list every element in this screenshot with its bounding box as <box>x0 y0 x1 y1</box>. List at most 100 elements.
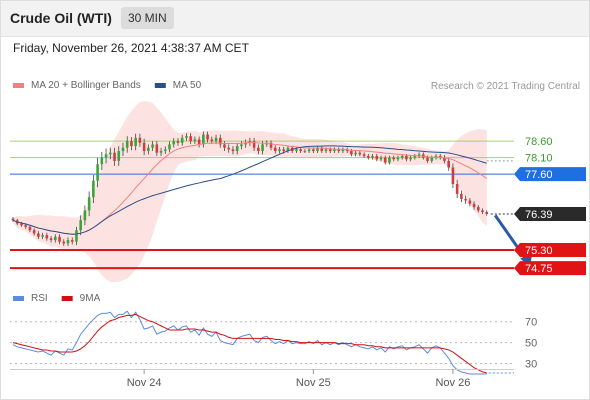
candle-24 <box>113 147 116 166</box>
candle-23 <box>108 147 112 160</box>
candle-body-4 <box>28 226 32 231</box>
candle-18 <box>87 191 91 217</box>
candle-body-68 <box>299 149 302 152</box>
candle-105 <box>455 179 459 199</box>
candle-body-70 <box>307 149 311 152</box>
legend-label-1: MA 50 <box>173 80 202 91</box>
candle-body-81 <box>354 152 357 155</box>
candle-body-46 <box>206 134 209 140</box>
candle-111 <box>481 208 484 215</box>
candle-40 <box>180 134 184 146</box>
candle-8 <box>45 232 49 241</box>
candle-body-93 <box>405 155 408 160</box>
candle-body-27 <box>125 141 129 148</box>
candle-body-31 <box>142 142 146 152</box>
candle-body-28 <box>130 141 133 147</box>
level-label-78.60: 78.60 <box>525 136 553 148</box>
legend-swatch-1 <box>61 296 73 301</box>
level-tag-label-75.30: 75.30 <box>525 245 553 257</box>
candle-body-61 <box>269 142 273 148</box>
candle-body-87 <box>379 157 383 160</box>
candle-32 <box>147 144 150 155</box>
candle-25 <box>117 146 121 166</box>
candle-body-55 <box>244 142 247 145</box>
candle-body-67 <box>295 149 298 152</box>
x-tick-label-Nov-24: Nov 24 <box>127 377 162 389</box>
candle-body-29 <box>134 137 137 147</box>
candle-body-41 <box>185 136 188 138</box>
candle-27 <box>125 136 129 153</box>
candle-body-101 <box>438 155 442 158</box>
candle-36 <box>163 146 167 154</box>
candle-body-59 <box>261 144 264 152</box>
candle-body-69 <box>303 151 307 153</box>
candle-96 <box>417 152 421 158</box>
candle-28 <box>130 137 133 151</box>
candle-body-74 <box>324 149 328 152</box>
candle-33 <box>151 141 154 152</box>
candle-body-38 <box>172 141 176 145</box>
candle-body-40 <box>180 137 184 143</box>
candle-body-88 <box>383 157 387 163</box>
candle-body-83 <box>362 154 366 156</box>
candle-17 <box>83 205 87 226</box>
candle-body-106 <box>460 193 463 199</box>
candle-68 <box>299 147 302 154</box>
candle-7 <box>41 232 44 240</box>
instrument-title: Crude Oil (WTI) <box>10 10 112 26</box>
candle-45 <box>202 131 205 148</box>
rsi-series-RSI <box>12 310 487 375</box>
candle-94 <box>409 155 412 162</box>
candle-body-51 <box>227 147 231 150</box>
candle-body-25 <box>117 151 121 161</box>
candle-55 <box>244 139 247 148</box>
candle-16 <box>79 215 82 236</box>
candle-body-64 <box>282 149 286 152</box>
candle-79 <box>345 147 349 154</box>
candle-body-0 <box>11 218 15 221</box>
ma50-line <box>12 145 487 235</box>
candle-30 <box>138 133 142 147</box>
candle-38 <box>172 138 176 148</box>
timeframe-button[interactable]: 30 MIN <box>121 7 174 29</box>
candle-46 <box>206 131 209 143</box>
chart-header: Crude Oil (WTI) 30 MIN <box>0 0 590 37</box>
candle-body-6 <box>37 233 40 237</box>
candle-body-57 <box>252 141 256 148</box>
level-tag-74.75 <box>514 261 586 276</box>
candle-106 <box>460 190 463 203</box>
candle-49 <box>218 134 222 148</box>
candle-body-39 <box>176 141 180 143</box>
level-tag-label-77.60: 77.60 <box>525 169 553 181</box>
rsi-tick-30: 30 <box>525 359 537 371</box>
candle-26 <box>121 142 125 156</box>
candle-body-20 <box>96 164 99 181</box>
rsi-tick-50: 50 <box>525 338 537 350</box>
candle-body-53 <box>235 146 239 152</box>
candle-body-19 <box>92 180 95 198</box>
copyright: Research © 2021 Trading Central <box>431 81 580 92</box>
candle-body-109 <box>472 203 476 208</box>
candle-body-96 <box>417 154 421 156</box>
candle-57 <box>252 137 256 152</box>
candle-body-5 <box>32 230 36 234</box>
candle-body-79 <box>345 149 349 152</box>
candle-body-23 <box>108 152 112 155</box>
candle-19 <box>92 174 95 203</box>
candle-13 <box>66 237 70 247</box>
candle-body-94 <box>409 157 412 160</box>
candle-body-47 <box>210 139 214 142</box>
legend-label-0: RSI <box>31 293 48 304</box>
candle-61 <box>269 140 273 151</box>
candle-body-12 <box>62 241 66 244</box>
candle-84 <box>367 154 370 160</box>
candle-body-58 <box>257 147 260 152</box>
candle-body-73 <box>320 147 324 152</box>
candles-group <box>11 131 489 247</box>
candle-body-89 <box>388 157 391 163</box>
candle-body-33 <box>151 144 154 148</box>
candle-35 <box>159 147 163 156</box>
candle-90 <box>392 155 395 162</box>
legend-label-1: 9MA <box>80 293 101 304</box>
candle-body-15 <box>75 230 78 242</box>
